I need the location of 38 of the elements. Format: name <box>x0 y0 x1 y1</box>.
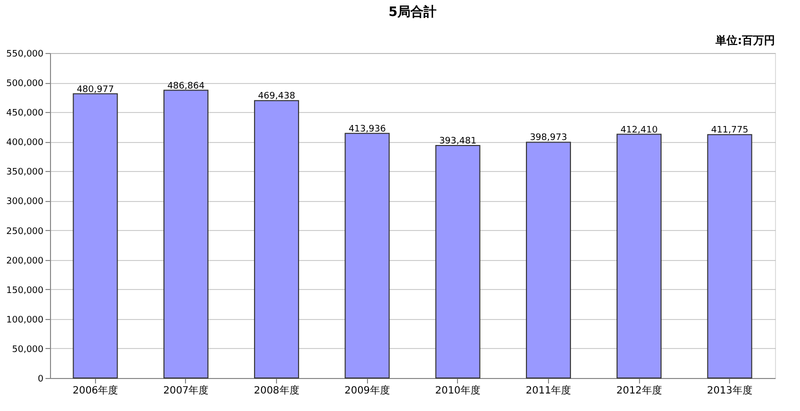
y-tick-label: 450,000 <box>6 108 44 119</box>
bar <box>163 90 208 378</box>
y-tick-label: 550,000 <box>6 50 44 60</box>
x-tick-label: 2009年度 <box>344 384 390 396</box>
y-tick-label: 250,000 <box>6 226 44 237</box>
bar <box>72 93 118 378</box>
x-tick-label: 2013年度 <box>706 384 752 396</box>
data-label: 412,410 <box>620 125 658 136</box>
y-tick-label: 150,000 <box>6 286 44 296</box>
y-tick-label: 500,000 <box>6 79 44 90</box>
y-tick-label: 300,000 <box>6 197 44 208</box>
y-tick-label: 400,000 <box>6 138 44 148</box>
bar <box>707 134 752 378</box>
bar <box>435 144 480 378</box>
x-tick-label: 2010年度 <box>435 384 481 396</box>
data-label: 411,775 <box>711 126 748 136</box>
x-tick-label: 2006年度 <box>72 384 118 396</box>
y-tick-label: 350,000 <box>6 168 44 178</box>
data-label: 393,481 <box>439 136 476 146</box>
text: 単位:百万円 <box>714 34 775 47</box>
y-tick-label: 50,000 <box>12 344 44 355</box>
x-tick-label: 2008年度 <box>254 384 300 396</box>
data-label: 486,864 <box>167 81 205 92</box>
bar <box>616 134 662 378</box>
bar <box>526 142 571 378</box>
data-label: 480,977 <box>76 84 114 95</box>
chart-title: 5局合計 <box>388 4 437 20</box>
y-tick-label: 200,000 <box>6 256 44 266</box>
x-tick-label: 2012年度 <box>616 384 662 396</box>
x-tick-label: 2007年度 <box>163 384 209 396</box>
y-tick-label: 0 <box>38 374 44 384</box>
bar <box>344 132 390 378</box>
x-tick-label: 2011年度 <box>526 384 572 396</box>
data-label: 469,438 <box>258 92 296 102</box>
y-tick-label: 100,000 <box>6 315 44 326</box>
data-label: 413,936 <box>348 124 386 134</box>
bar <box>254 100 300 378</box>
data-label: 398,973 <box>530 133 568 144</box>
